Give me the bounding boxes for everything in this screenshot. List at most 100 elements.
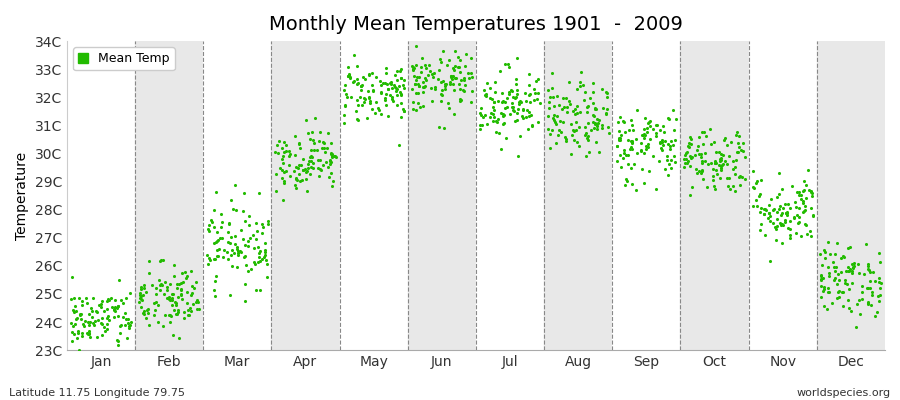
Point [211,237,225,243]
Point [601,130,616,136]
Point [738,154,752,160]
Point [816,275,831,282]
Point [486,106,500,113]
Point [505,88,519,95]
Point [305,154,320,160]
Point [252,250,266,256]
Point [792,204,806,211]
Point [706,138,721,145]
Point [303,164,318,170]
Point [794,196,808,203]
Point [714,155,728,161]
Point [374,88,388,95]
Point [572,83,587,89]
Point [289,184,303,191]
Point [420,72,435,78]
Point [863,269,878,275]
Point [170,280,184,287]
Point [796,188,810,194]
Point [864,302,878,308]
Point [111,338,125,345]
Point [770,194,784,200]
Point [821,285,835,292]
Point [379,65,393,71]
Point [682,144,697,150]
Point [208,256,222,262]
Point [75,311,89,317]
Point [92,302,106,308]
Point [418,75,432,82]
Point [626,138,640,144]
Point [573,109,588,116]
Point [656,142,670,148]
Point [845,260,859,267]
Point [553,118,567,124]
Point [634,147,648,154]
Point [680,158,695,164]
Point [351,80,365,86]
Point [790,212,805,218]
Point [567,128,581,134]
Point [617,147,632,153]
Point [395,106,410,112]
Point [586,88,600,95]
Point [796,200,810,206]
Point [312,157,327,163]
Point [757,206,771,212]
Point [735,147,750,154]
Point [151,302,166,309]
Point [301,161,315,167]
Point [724,139,739,146]
Point [66,306,80,313]
Point [350,81,365,87]
Point [506,107,520,114]
Point [84,305,98,311]
Point [500,94,514,101]
Point [694,151,708,158]
Point [851,260,866,267]
Point [382,91,397,98]
Point [283,151,297,157]
Point [76,333,90,339]
Point [100,306,114,312]
Point [588,121,602,128]
Point [191,299,205,306]
Point [830,295,844,301]
Point [713,158,727,164]
Point [620,178,634,184]
Point [437,83,452,89]
Point [111,312,125,319]
Point [238,242,252,248]
Point [428,86,443,92]
Point [408,81,422,87]
Point [873,258,887,265]
Point [430,76,445,82]
Point [733,173,747,180]
Point [228,241,242,248]
Point [165,291,179,297]
Point [111,302,125,309]
Point [351,102,365,108]
Point [694,154,708,160]
Point [588,106,602,112]
Point [133,294,148,301]
Point [558,138,572,144]
Point [212,234,227,241]
Point [509,76,524,82]
Point [509,87,524,93]
Point [163,297,177,303]
Point [778,210,793,216]
Point [349,116,364,122]
Point [276,153,291,160]
Point [247,258,261,265]
Point [444,74,458,80]
Point [677,164,691,170]
Point [691,142,706,149]
Point [277,178,292,184]
Point [590,123,605,130]
Point [338,102,352,108]
Point [142,322,157,328]
Point [796,209,810,215]
Point [498,99,512,105]
Point [80,330,94,336]
